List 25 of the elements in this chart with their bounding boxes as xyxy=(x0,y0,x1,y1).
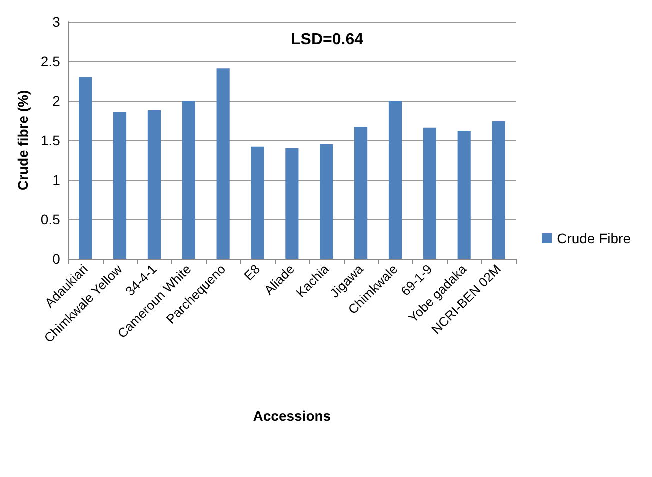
bar xyxy=(388,101,402,259)
bar xyxy=(251,146,264,259)
annotation: LSD=0.64 xyxy=(291,32,364,48)
bar xyxy=(286,148,299,259)
y-tick-label: 0 xyxy=(52,251,61,267)
y-tick-label: 0.5 xyxy=(40,212,61,228)
bar xyxy=(423,128,436,259)
bar xyxy=(113,112,127,259)
y-tick-label: 1.5 xyxy=(40,132,61,148)
x-tick-label: E8 xyxy=(241,262,264,284)
bar xyxy=(320,144,334,259)
bar xyxy=(182,101,196,259)
x-axis-title: Accessions xyxy=(253,408,332,424)
bar xyxy=(458,131,471,259)
y-tick-label: 3 xyxy=(52,14,61,30)
y-tick-label: 1 xyxy=(52,172,61,188)
bar xyxy=(79,77,92,259)
bar xyxy=(354,127,368,259)
y-tick-label: 2 xyxy=(52,93,61,109)
bar xyxy=(492,122,506,259)
bar xyxy=(216,68,230,259)
bar xyxy=(148,110,161,259)
legend-label: Crude Fibre xyxy=(557,230,632,246)
y-tick-label: 2.5 xyxy=(40,54,61,70)
y-axis-title: Crude fibre (%) xyxy=(15,90,31,191)
